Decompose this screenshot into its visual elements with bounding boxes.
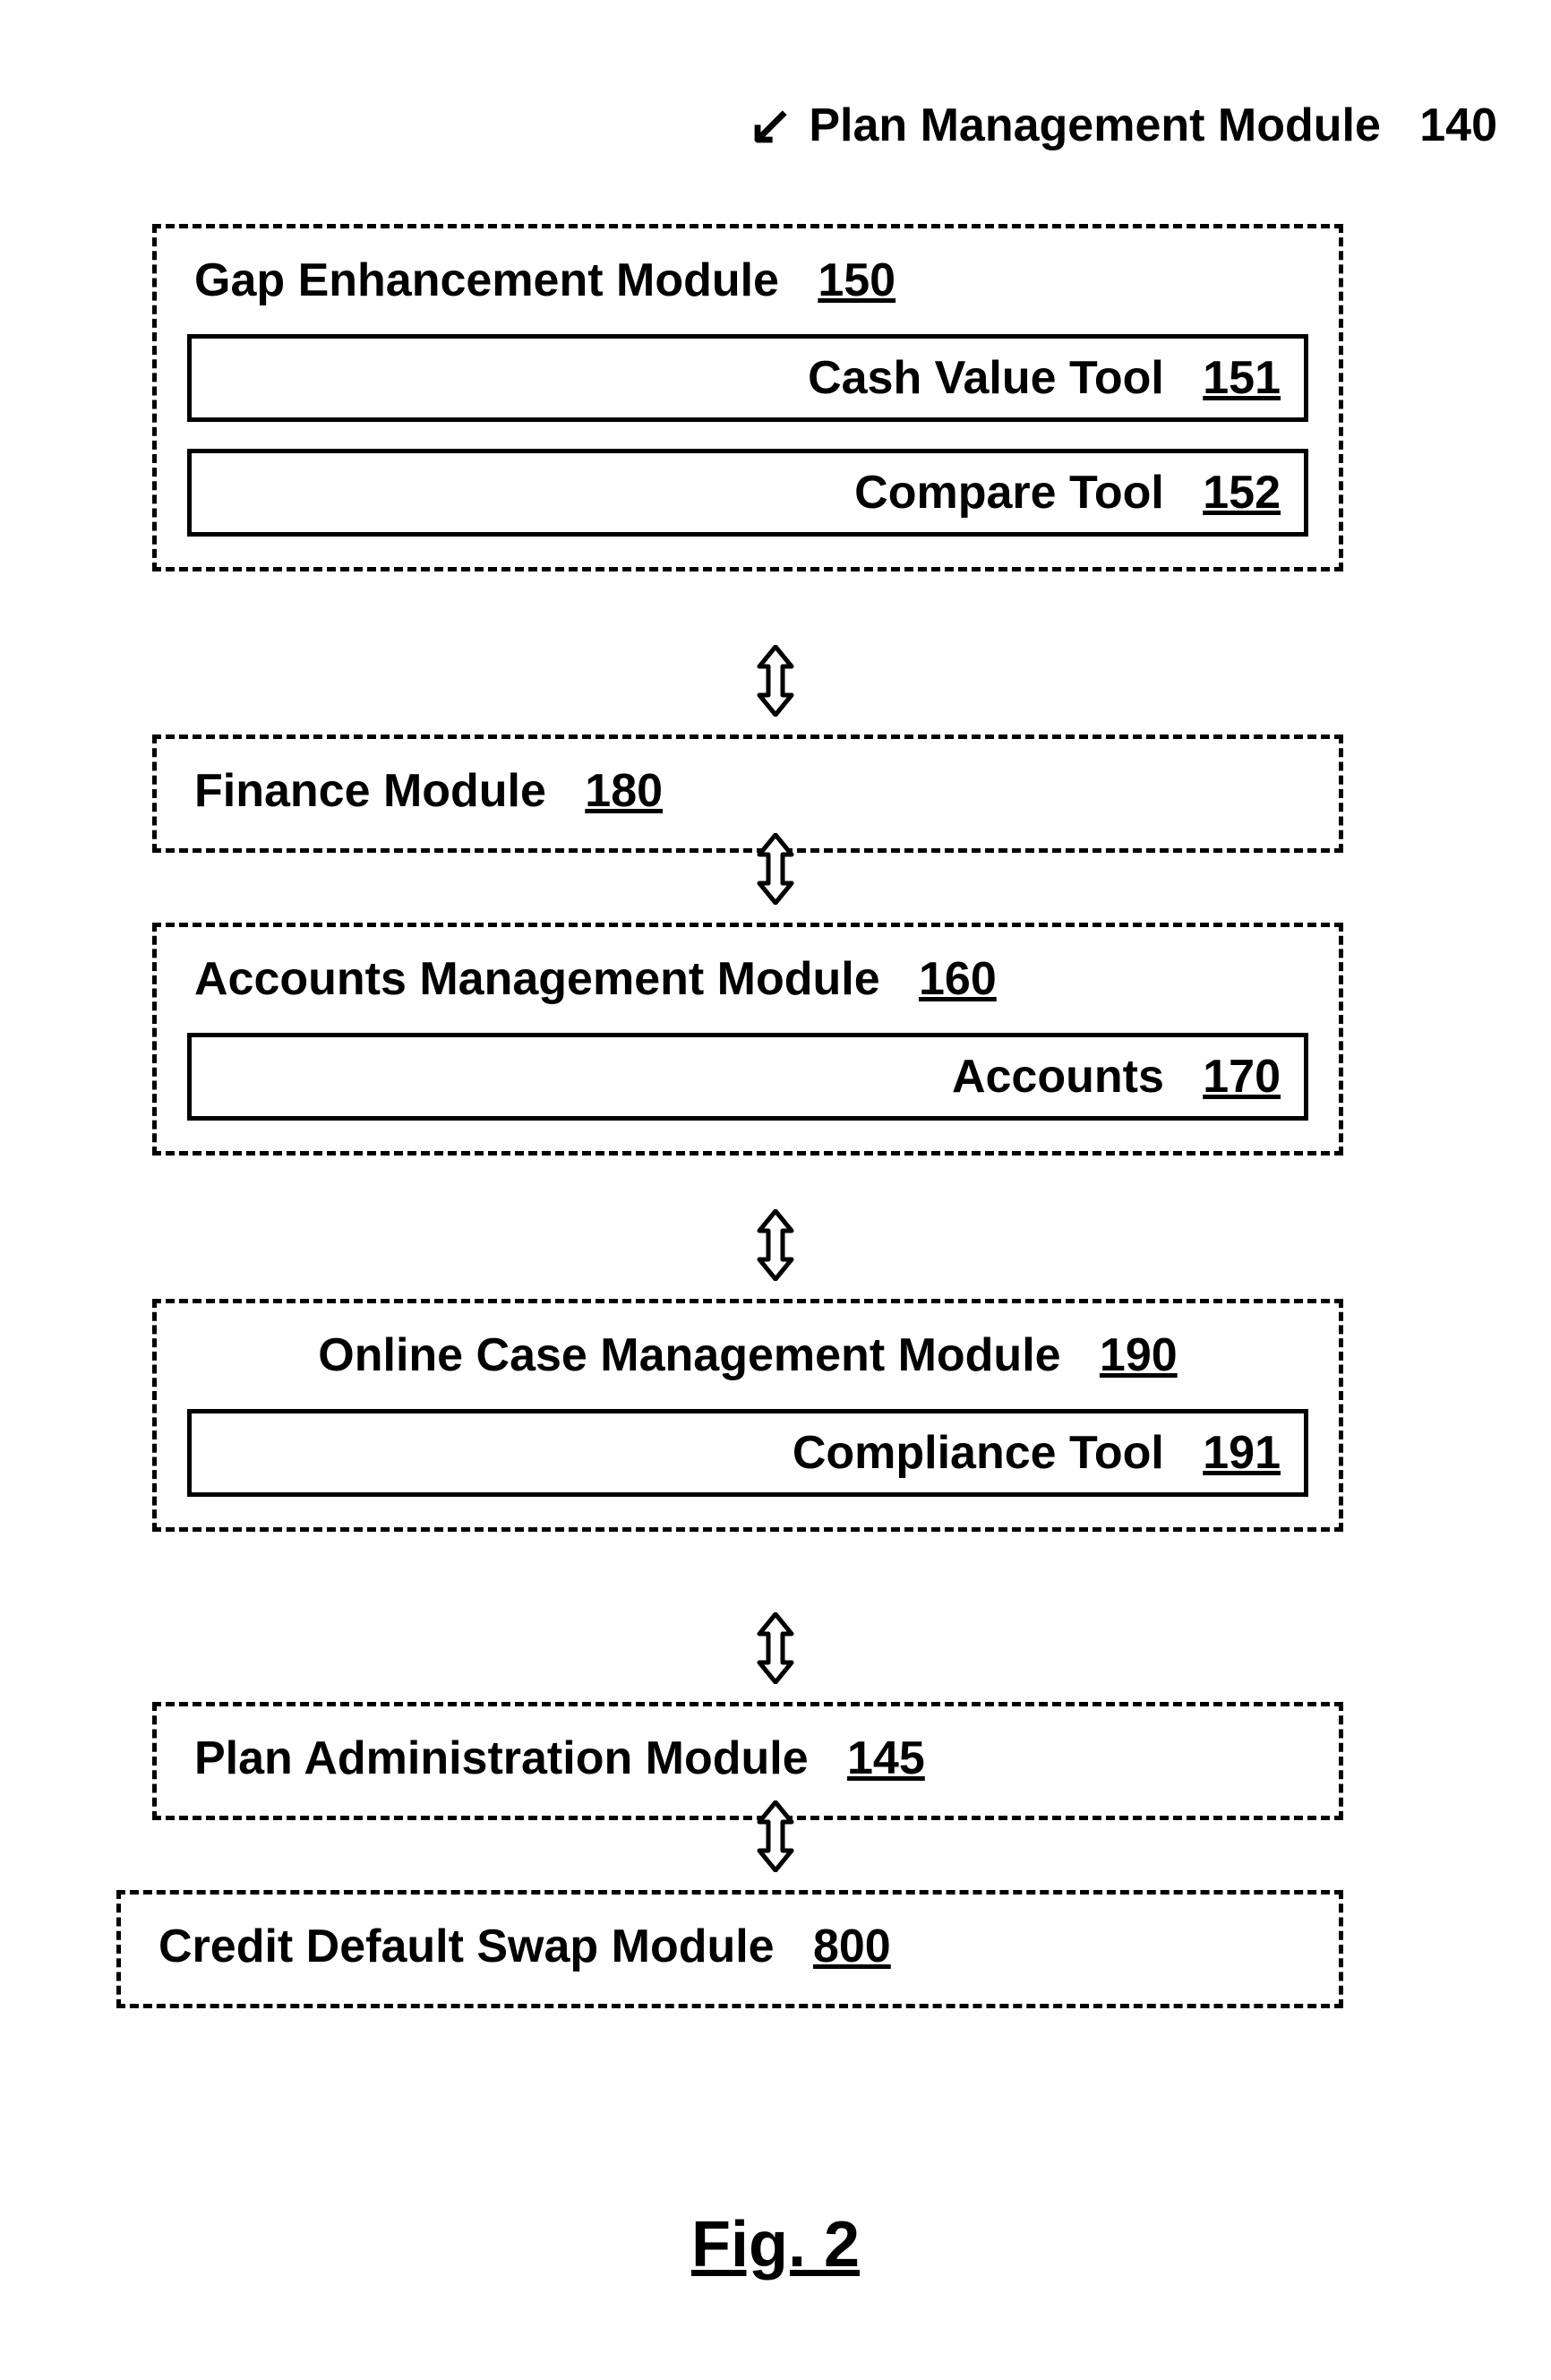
module-gap-title-text: Gap Enhancement Module <box>194 254 779 306</box>
tool-accounts-ref: 170 <box>1203 1051 1281 1103</box>
module-accounts-title: Accounts Management Module 160 <box>194 952 1308 1006</box>
updown-arrow-icon <box>750 1209 801 1281</box>
figure-label: Fig. 2 <box>691 2208 860 2281</box>
tool-compare: Compare Tool 152 <box>187 449 1308 537</box>
module-cds: Credit Default Swap Module 800 <box>116 1890 1343 2008</box>
module-gap-title: Gap Enhancement Module 150 <box>194 253 1308 307</box>
module-planadmin-title-text: Plan Administration Module <box>194 1732 809 1784</box>
module-planadmin-title: Plan Administration Module 145 <box>194 1731 1308 1785</box>
module-ocm: Online Case Management Module 190 Compli… <box>152 1299 1343 1532</box>
diagram-canvas: ↙ Plan Management Module 140 Gap Enhance… <box>0 0 1551 2380</box>
header-label-text: Plan Management Module <box>809 99 1381 151</box>
module-cds-title: Credit Default Swap Module 800 <box>159 1920 1308 1973</box>
module-cds-title-text: Credit Default Swap Module <box>159 1920 775 1972</box>
tool-compare-ref: 152 <box>1203 467 1281 519</box>
tool-compliance-ref: 191 <box>1203 1427 1281 1479</box>
tool-compliance-label: Compliance Tool <box>793 1427 1164 1479</box>
module-ocm-ref: 190 <box>1100 1329 1178 1381</box>
tool-compliance: Compliance Tool 191 <box>187 1409 1308 1497</box>
tool-cashvalue-ref: 151 <box>1203 352 1281 404</box>
updown-arrow-icon <box>750 833 801 905</box>
tool-accounts: Accounts 170 <box>187 1033 1308 1121</box>
module-accounts-title-text: Accounts Management Module <box>194 953 880 1005</box>
tool-cashvalue-label: Cash Value Tool <box>808 352 1164 404</box>
header-arrow-icon: ↙ <box>748 99 793 152</box>
module-planadmin-ref: 145 <box>847 1732 925 1784</box>
tool-compare-label: Compare Tool <box>854 467 1164 519</box>
module-finance: Finance Module 180 <box>152 735 1343 853</box>
module-accounts-ref: 160 <box>919 953 997 1005</box>
tool-accounts-label: Accounts <box>952 1051 1164 1103</box>
module-ocm-title: Online Case Management Module 190 <box>187 1328 1308 1382</box>
updown-arrow-icon <box>750 645 801 717</box>
module-cds-ref: 800 <box>813 1920 891 1972</box>
header-label: Plan Management Module 140 <box>809 99 1497 152</box>
module-finance-ref: 180 <box>585 765 663 817</box>
module-gap-ref: 150 <box>818 254 895 306</box>
module-ocm-title-text: Online Case Management Module <box>318 1329 1060 1381</box>
header: ↙ Plan Management Module 140 <box>748 99 1497 152</box>
updown-arrow-icon <box>750 1800 801 1872</box>
header-ref: 140 <box>1419 99 1497 151</box>
module-accounts: Accounts Management Module 160 Accounts … <box>152 923 1343 1156</box>
tool-cashvalue: Cash Value Tool 151 <box>187 334 1308 422</box>
module-finance-title-text: Finance Module <box>194 765 546 817</box>
updown-arrow-icon <box>750 1612 801 1684</box>
module-finance-title: Finance Module 180 <box>194 764 1308 818</box>
module-gap: Gap Enhancement Module 150 Cash Value To… <box>152 224 1343 571</box>
module-planadmin: Plan Administration Module 145 <box>152 1702 1343 1820</box>
